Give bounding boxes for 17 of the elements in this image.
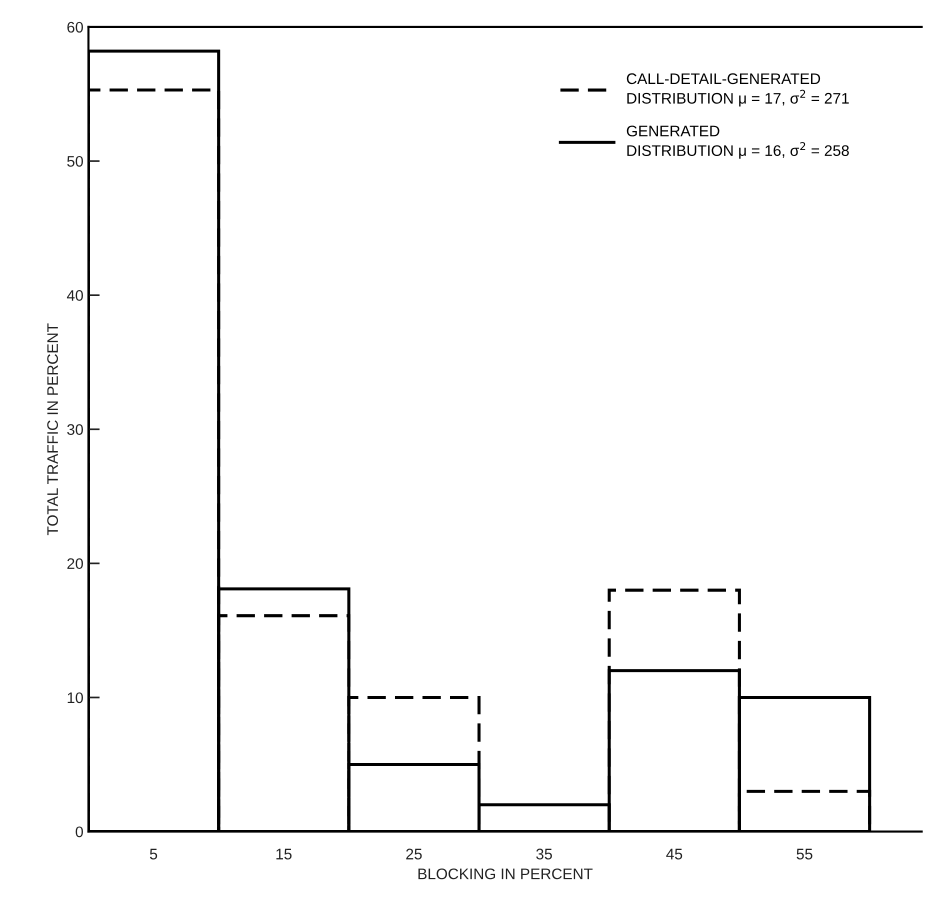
y-axis-title: TOTAL TRAFFIC IN PERCENT [47,323,58,536]
x-tick-label: 45 [666,848,682,860]
y-tick-label: 50 [67,156,83,167]
legend-label: CALL-DETAIL-GENERATED DISTRIBUTION μ = 17, σ$^{2}$ = 271 [626,73,849,107]
legend-label: GENERATED DISTRIBUTION μ = 16, σ$^{2}$ = 258 [626,126,849,159]
y-tick-label: 0 [76,826,83,838]
x-tick-label: 35 [536,848,552,860]
y-tick-label: 60 [67,22,83,33]
y-tick-label: 10 [68,692,83,704]
y-tick-label: 20 [67,558,83,570]
x-axis-title: BLOCKING IN PERCENT [418,868,593,880]
x-tick-label: 15 [276,848,292,860]
y-tick-label: 40 [66,290,83,301]
x-tick-label: 25 [406,848,422,860]
y-tick-label: 30 [67,424,83,435]
x-tick-label: 5 [150,848,158,860]
x-tick-label: 55 [796,848,812,860]
